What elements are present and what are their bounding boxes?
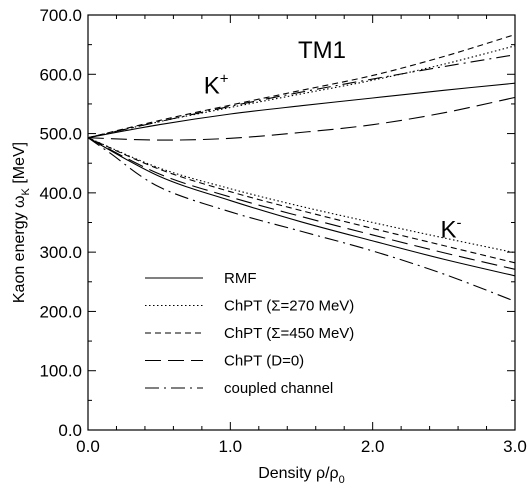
y-tick-label: 0.0	[58, 421, 82, 440]
x-axis-title-main: Density ρ/ρ	[258, 465, 338, 482]
x-axis-title: Density ρ/ρ0	[258, 465, 345, 486]
series-line-4-kplus	[88, 96, 515, 141]
x-tick-label: 0.0	[76, 437, 100, 456]
legend-label-1: RMF	[224, 270, 257, 287]
series-line-4-kminus	[88, 137, 515, 270]
y-axis-title: Kaon energy ωK [MeV]	[11, 142, 32, 303]
y-tick-label: 100.0	[39, 362, 82, 381]
y-axis-title-sub: K	[20, 187, 32, 195]
y-tick-label: 500.0	[39, 125, 82, 144]
legend-label-3: ChPT (Σ=450 MeV)	[224, 325, 354, 342]
y-tick-label: 700.0	[39, 6, 82, 25]
series-lines	[88, 34, 515, 302]
y-tick-label: 600.0	[39, 65, 82, 84]
y-tick-label: 200.0	[39, 302, 82, 321]
y-tick-label: 300.0	[39, 243, 82, 262]
x-tick-label: 2.0	[361, 437, 385, 456]
x-tick-label: 3.0	[503, 437, 527, 456]
branch-label-1: K+	[204, 70, 229, 99]
series-line-3-kplus	[88, 34, 515, 139]
legend-label-4: ChPT (D=0)	[224, 353, 304, 370]
legend-label-2: ChPT (Σ=270 MeV)	[224, 298, 354, 315]
series-line-1-kminus	[88, 137, 515, 277]
branch-label-name: K	[440, 216, 456, 243]
series-line-1-kplus	[88, 82, 515, 139]
legend: RMF ChPT (Σ=270 MeV) ChPT (Σ=450 MeV) ChPT …	[145, 270, 354, 397]
series-line-5-kminus	[88, 137, 515, 302]
branch-label-superscript: -	[456, 214, 461, 231]
x-axis-title-sub: 0	[339, 474, 345, 486]
series-line-2-kminus	[88, 137, 515, 254]
branch-label-2: K-	[440, 214, 461, 243]
y-axis-title-main: Kaon energy ω	[11, 195, 28, 303]
branch-label-name: K	[204, 72, 220, 99]
series-line-3-kminus	[88, 137, 515, 264]
branch-label-superscript: +	[220, 70, 229, 87]
axes: 0.0 1.0 2.0 3.0 0.0 100.0 200.0 300.0 400.0 500.0…	[11, 6, 527, 486]
x-tick-label: 1.0	[219, 437, 243, 456]
model-label: TM1	[298, 37, 346, 64]
y-tick-label: 400.0	[39, 184, 82, 203]
series-line-5-kplus	[88, 54, 515, 139]
legend-label-5: coupled channel	[224, 380, 333, 397]
y-axis-title-unit: [MeV]	[11, 142, 28, 188]
